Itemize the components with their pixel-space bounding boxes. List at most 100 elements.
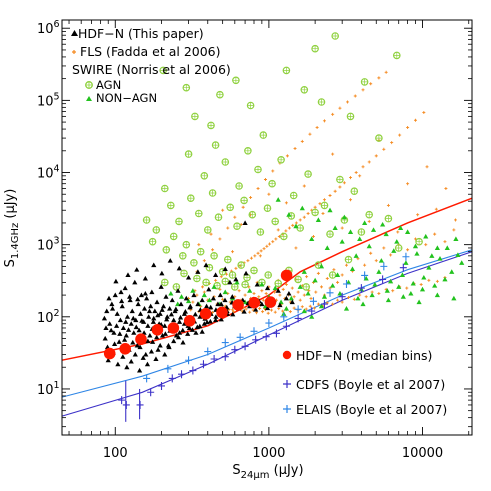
swire-agn-cross — [260, 131, 267, 139]
hdfn-point — [130, 339, 136, 345]
fls-point — [253, 254, 257, 258]
hdfn-point — [118, 289, 124, 295]
hdfn-point — [127, 297, 133, 303]
swire-agn-point — [365, 210, 374, 219]
fls-point — [211, 248, 215, 252]
hdfn-point — [162, 323, 168, 328]
hdfn-point — [229, 294, 235, 299]
fls-point — [276, 228, 280, 232]
swire-agn-point — [282, 66, 291, 75]
swire-agn-point — [320, 201, 329, 210]
hdfn-point — [144, 361, 151, 367]
swire-agn-cross — [197, 248, 204, 255]
hdfn-point — [136, 327, 142, 333]
hdfn-point — [103, 325, 109, 330]
cdfs-point — [338, 292, 346, 301]
swire-nonagn-point — [168, 290, 174, 296]
swire-nonagn-point — [408, 290, 414, 296]
swire-agn-cross — [311, 45, 319, 52]
swire-agn-cross — [304, 170, 312, 178]
fls-point — [340, 273, 344, 277]
legend-swire-label: SWIRE (Norris et al 2006) — [72, 62, 231, 77]
swire-agn-cross — [301, 86, 308, 94]
swire-agn-cross — [415, 238, 423, 245]
legend-agn-marker — [85, 81, 93, 89]
swire-agn-point — [159, 66, 167, 75]
swire-agn-cross — [385, 215, 392, 222]
fls-point — [231, 250, 235, 254]
hdfn-point — [135, 301, 141, 307]
swire-agn-cross — [321, 202, 328, 209]
hdfn-point — [146, 314, 152, 319]
hdfn-points — [101, 220, 295, 373]
hdfn-point — [176, 330, 183, 335]
hdfn-point — [114, 311, 120, 316]
swire-nonagn-point — [185, 298, 192, 304]
hdfn-point — [148, 303, 154, 309]
swire-agn-cross — [249, 211, 256, 218]
swire-agn-cross — [283, 67, 290, 74]
hdfn-point — [167, 305, 173, 311]
fls-point — [413, 237, 417, 241]
fls-point — [256, 251, 260, 255]
swire-agn-point — [207, 121, 215, 130]
fls-point — [258, 307, 262, 311]
fls-point — [427, 278, 431, 282]
fls-point — [288, 310, 292, 314]
fls-point — [405, 286, 409, 290]
hdfn-point — [230, 311, 236, 317]
cdfs-point — [262, 332, 270, 341]
elais-point — [342, 279, 350, 288]
x-tick-label: 1000 — [252, 446, 285, 461]
swire-nonagn-point — [459, 260, 465, 265]
hdfn-point — [155, 312, 161, 318]
swire-agn-point — [346, 112, 355, 121]
fls-point — [361, 165, 365, 169]
swire-agn-cross — [183, 84, 190, 91]
cdfs-point — [294, 314, 302, 323]
swire-nonagn-point — [388, 278, 394, 284]
swire-nonagn-point — [416, 299, 422, 305]
fls-point — [336, 280, 340, 284]
swire-agn-cross — [275, 280, 282, 287]
swire-nonagn-point — [330, 283, 336, 288]
hdfn-point — [125, 327, 132, 332]
hdfn-point — [253, 306, 259, 312]
swire-nonagn-point — [432, 283, 438, 288]
fls-point — [262, 247, 266, 251]
hdfn-point — [201, 321, 207, 326]
fls-point — [332, 268, 336, 272]
swire-agn-cross — [207, 122, 215, 129]
swire-agn-cross — [393, 52, 400, 59]
y-axis-label-subscript: 1.4GHz — [10, 223, 21, 259]
fls-point — [302, 215, 306, 219]
elais-point — [402, 252, 410, 261]
swire-nonagn-point — [419, 286, 426, 292]
hdfn-point — [104, 308, 110, 314]
swire-nonagn-point — [410, 280, 416, 286]
swire-nonagn-point — [444, 245, 450, 250]
swire-agn-cross — [213, 282, 221, 289]
y-axis-label-base: S — [3, 259, 18, 267]
hdfn-point — [101, 315, 108, 321]
y-tick-exponent: 4 — [54, 164, 60, 175]
swire-nonagn-point — [372, 281, 378, 287]
hdfn-point — [130, 315, 136, 321]
fls-point — [298, 218, 302, 222]
y-tick-exponent: 1 — [54, 380, 60, 391]
cdfs-point — [252, 335, 260, 344]
hdfn-point — [163, 294, 169, 299]
swire-nonagn-point — [357, 236, 363, 241]
swire-agn-point — [375, 134, 383, 142]
swire-agn-cross — [193, 275, 201, 282]
swire-agn-point — [218, 267, 227, 276]
legend-agn-label: AGN — [96, 78, 121, 92]
swire-agn-point — [331, 32, 340, 40]
legend-hdfn-label: HDF−N (This paper) — [78, 26, 204, 41]
swire-nonagn-point — [455, 252, 461, 257]
hdfn-point — [177, 314, 184, 320]
hdfn-point — [117, 331, 123, 336]
median-bin-point — [248, 296, 260, 309]
swire-nonagn-point — [272, 285, 278, 291]
